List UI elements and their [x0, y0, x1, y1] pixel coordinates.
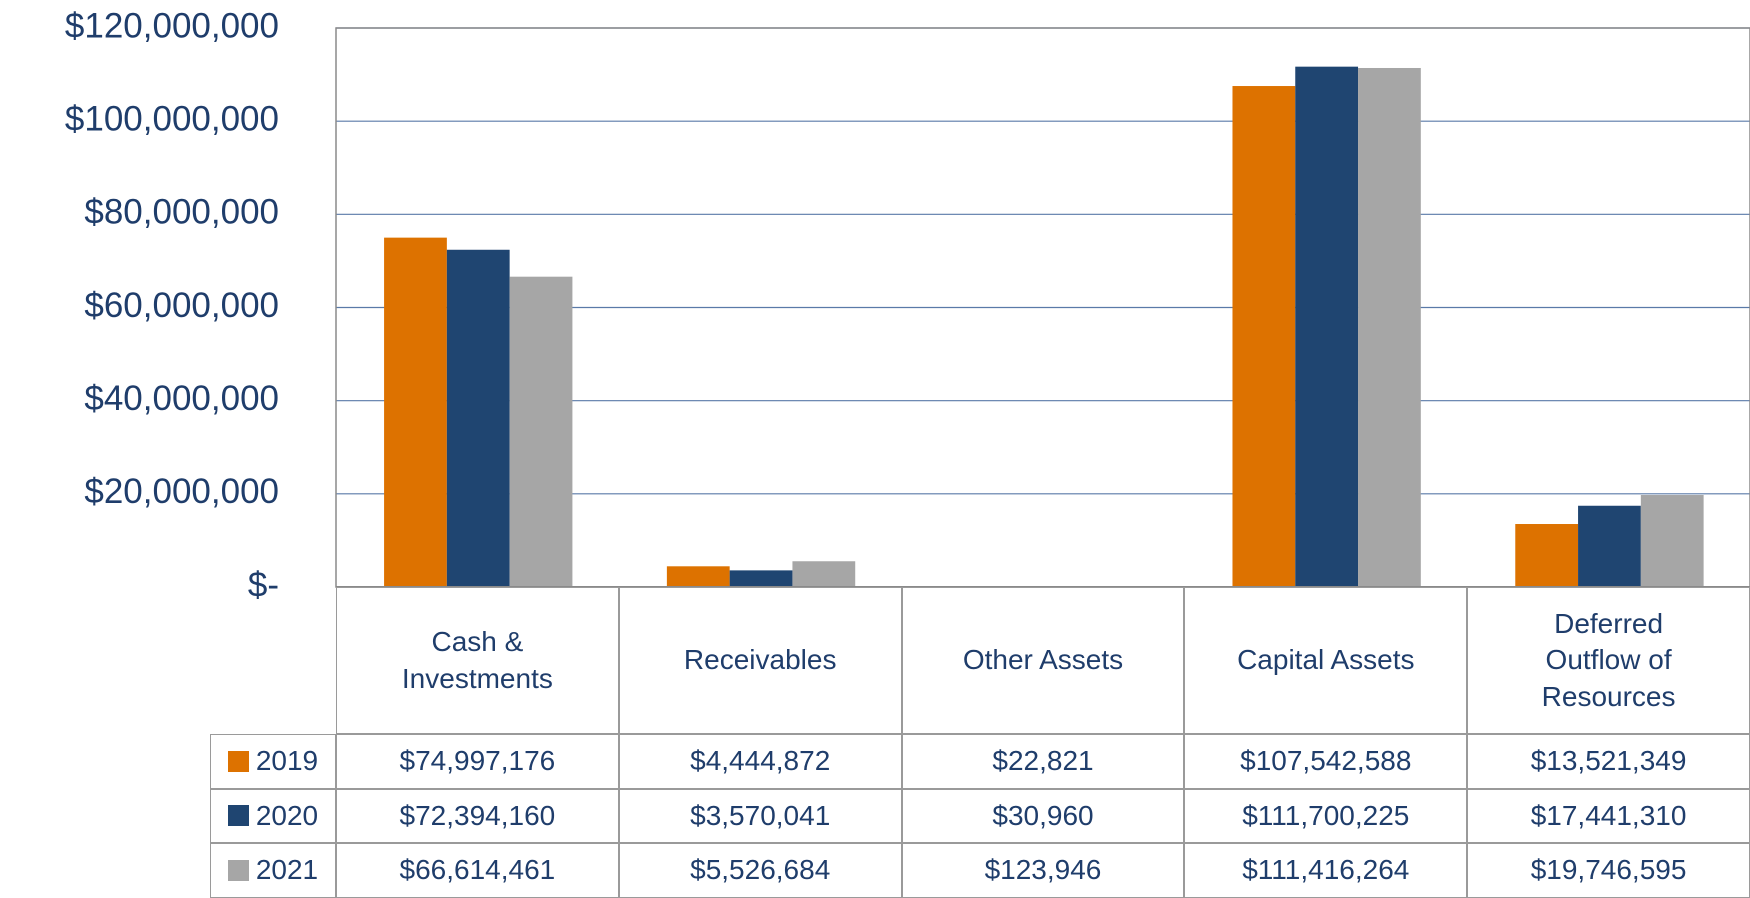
- category-label: Cash & Investments: [401, 626, 553, 694]
- y-tick-label: $100,000,000: [65, 99, 279, 138]
- table-cell: $74,997,176: [336, 734, 619, 789]
- category-label: Receivables: [683, 644, 837, 676]
- legend-label: 2021: [255, 854, 319, 886]
- y-tick-label: $20,000,000: [84, 472, 279, 511]
- table-cell: $4,444,872: [618, 734, 902, 789]
- category-label: Deferred Outflow of Resources: [1541, 607, 1676, 712]
- category-cell: Other Assets: [901, 587, 1185, 734]
- value-label: $74,997,176: [399, 745, 556, 777]
- value-label: $107,542,588: [1240, 745, 1412, 777]
- table-cell: $123,946: [901, 843, 1185, 898]
- bar: [729, 570, 793, 587]
- value-label: $3,570,041: [690, 799, 831, 831]
- category-cell: Capital Assets: [1184, 587, 1468, 734]
- table-cell: $66,614,461: [336, 843, 619, 898]
- legend-cell: 2021: [210, 843, 336, 898]
- bar: [384, 237, 447, 587]
- category-cell: Receivables: [618, 587, 902, 734]
- y-tick-label: $60,000,000: [84, 286, 279, 325]
- value-label: $5,526,684: [690, 854, 831, 886]
- legend-label: 2019: [255, 745, 319, 777]
- table-cell: $19,746,595: [1467, 843, 1750, 898]
- value-label: $19,746,595: [1530, 854, 1687, 886]
- legend-cell: 2020: [210, 788, 336, 844]
- bar: [1640, 495, 1704, 587]
- bar: [1515, 524, 1579, 587]
- value-label: $66,614,461: [399, 854, 556, 886]
- category-label: Capital Assets: [1237, 644, 1415, 676]
- value-label: $72,394,160: [399, 799, 556, 831]
- legend-cell: 2019: [210, 734, 336, 789]
- table-cell: $107,542,588: [1184, 734, 1468, 789]
- legend-swatch: [227, 750, 249, 772]
- bar: [509, 276, 573, 587]
- y-tick-label: $120,000,000: [65, 6, 279, 45]
- y-tick-label: $-: [248, 565, 279, 604]
- table-cell: $22,821: [901, 734, 1185, 789]
- table-cell: $30,960: [901, 788, 1185, 844]
- y-tick-label: $80,000,000: [84, 193, 279, 232]
- bar: [1295, 66, 1359, 588]
- legend-label: 2020: [255, 799, 319, 831]
- legend-swatch: [227, 805, 249, 827]
- table-cell: $13,521,349: [1467, 734, 1750, 789]
- bar: [446, 249, 510, 588]
- value-label: $30,960: [992, 799, 1094, 831]
- value-label: $22,821: [992, 745, 1094, 777]
- table-cell: $111,700,225: [1184, 788, 1468, 844]
- value-label: $13,521,349: [1530, 745, 1687, 777]
- category-cell: Deferred Outflow of Resources: [1467, 587, 1750, 734]
- bar: [1232, 86, 1296, 588]
- value-label: $123,946: [984, 854, 1102, 886]
- table-cell: $72,394,160: [336, 788, 619, 844]
- value-label: $111,416,264: [1242, 854, 1410, 886]
- table-cell: $3,570,041: [618, 788, 902, 844]
- category-label: Other Assets: [962, 644, 1124, 676]
- value-label: $4,444,872: [690, 745, 831, 777]
- bar: [666, 566, 730, 587]
- bar: [1578, 505, 1641, 587]
- y-tick-label: $40,000,000: [84, 379, 279, 418]
- legend-swatch: [227, 860, 249, 882]
- table-cell: $5,526,684: [618, 843, 902, 898]
- value-label: $17,441,310: [1530, 799, 1687, 831]
- category-cell: Cash & Investments: [336, 587, 619, 734]
- bar: [1358, 67, 1421, 587]
- bar: [792, 561, 856, 587]
- table-cell: $111,416,264: [1184, 843, 1468, 898]
- table-cell: $17,441,310: [1467, 788, 1750, 844]
- value-label: $111,700,225: [1242, 799, 1410, 831]
